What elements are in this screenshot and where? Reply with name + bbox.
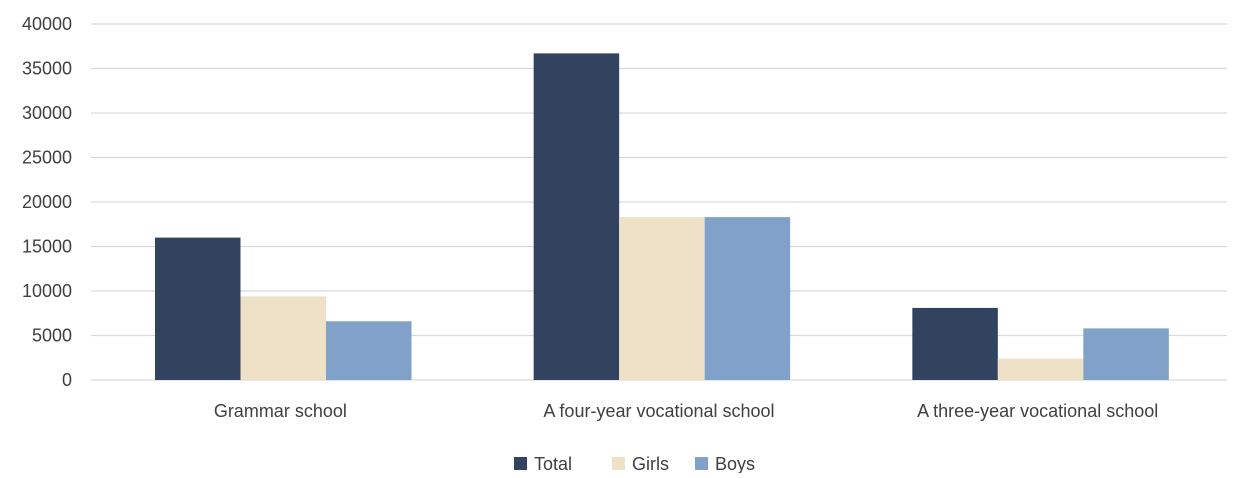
legend-label-boys: Boys xyxy=(715,454,755,473)
bar-girls-0 xyxy=(240,296,326,380)
legend-swatch-girls xyxy=(612,457,625,470)
legend: Total Girls Boys xyxy=(514,454,755,474)
y-tick-label: 40000 xyxy=(22,14,72,34)
legend-swatch-boys xyxy=(695,457,708,470)
bar-boys-0 xyxy=(326,321,412,380)
x-category-label: A three-year vocational school xyxy=(917,401,1158,421)
bar-total-1 xyxy=(533,53,620,381)
bar-boys-1 xyxy=(704,217,791,380)
x-category-label: A four-year vocational school xyxy=(543,401,774,421)
y-tick-label: 30000 xyxy=(22,103,72,123)
bar-total-0 xyxy=(155,237,241,380)
x-axis-category-labels: Grammar school A four-year vocational sch… xyxy=(214,401,1158,421)
y-axis-tick-labels: 0 5000 10000 15000 20000 25000 30000 35000 40000 xyxy=(22,14,72,390)
y-tick-label: 10000 xyxy=(22,281,72,301)
legend-swatch-total xyxy=(514,457,527,470)
legend-label-girls: Girls xyxy=(632,454,669,473)
legend-label-total: Total xyxy=(534,454,572,473)
y-tick-label: 0 xyxy=(62,370,72,390)
bar-total-2 xyxy=(912,307,998,380)
y-tick-label: 25000 xyxy=(22,148,72,168)
bar-girls-2 xyxy=(997,358,1084,380)
bars xyxy=(155,53,1169,381)
y-tick-label: 15000 xyxy=(22,237,72,257)
y-tick-label: 20000 xyxy=(22,192,72,212)
y-tick-label: 35000 xyxy=(22,59,72,79)
x-category-label: Grammar school xyxy=(214,401,347,421)
bar-girls-1 xyxy=(619,217,705,380)
y-tick-label: 5000 xyxy=(32,326,72,346)
bar-boys-2 xyxy=(1083,328,1169,380)
